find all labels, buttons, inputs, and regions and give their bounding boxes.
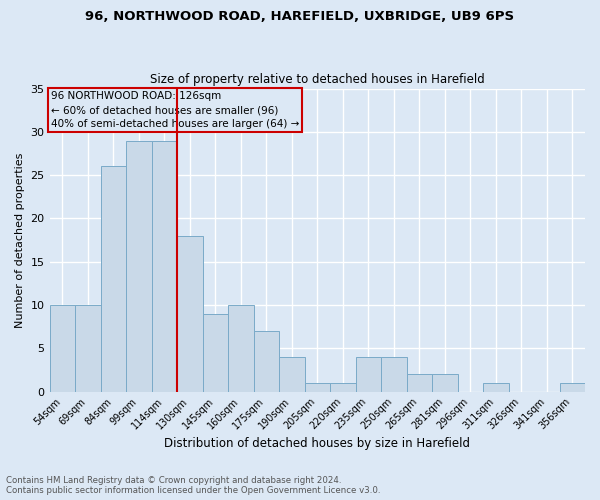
- Bar: [483, 383, 509, 392]
- Bar: [432, 374, 458, 392]
- Y-axis label: Number of detached properties: Number of detached properties: [15, 152, 25, 328]
- Text: 96, NORTHWOOD ROAD, HAREFIELD, UXBRIDGE, UB9 6PS: 96, NORTHWOOD ROAD, HAREFIELD, UXBRIDGE,…: [85, 10, 515, 23]
- Bar: [330, 383, 356, 392]
- Bar: [177, 236, 203, 392]
- Bar: [305, 383, 330, 392]
- Bar: [101, 166, 126, 392]
- Bar: [203, 314, 228, 392]
- Bar: [126, 140, 152, 392]
- Bar: [152, 140, 177, 392]
- Bar: [560, 383, 585, 392]
- Text: 96 NORTHWOOD ROAD: 126sqm
← 60% of detached houses are smaller (96)
40% of semi-: 96 NORTHWOOD ROAD: 126sqm ← 60% of detac…: [51, 91, 299, 129]
- Bar: [75, 305, 101, 392]
- Bar: [381, 357, 407, 392]
- Title: Size of property relative to detached houses in Harefield: Size of property relative to detached ho…: [150, 73, 485, 86]
- X-axis label: Distribution of detached houses by size in Harefield: Distribution of detached houses by size …: [164, 437, 470, 450]
- Bar: [228, 305, 254, 392]
- Text: Contains HM Land Registry data © Crown copyright and database right 2024.
Contai: Contains HM Land Registry data © Crown c…: [6, 476, 380, 495]
- Bar: [356, 357, 381, 392]
- Bar: [50, 305, 75, 392]
- Bar: [279, 357, 305, 392]
- Bar: [254, 331, 279, 392]
- Bar: [407, 374, 432, 392]
